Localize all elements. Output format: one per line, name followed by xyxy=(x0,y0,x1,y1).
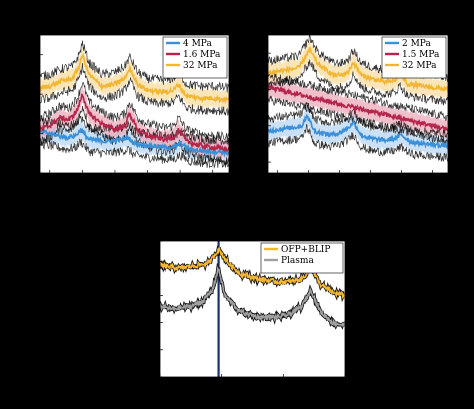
y-tick-label: 35 xyxy=(25,129,37,140)
series-envelope xyxy=(40,81,229,142)
y-axis-title: Voltage spectrum [dB re 1mV] xyxy=(129,232,140,387)
legend-label: 4 MPa xyxy=(183,39,212,49)
series-envelope xyxy=(268,59,448,106)
legend-label: 1.5 MPa xyxy=(402,50,440,60)
x-axis-title: Frequency [MHz] xyxy=(208,394,297,405)
x-axis-title: Frequency [MHz] xyxy=(313,190,402,201)
legend-label: 32 MPa xyxy=(183,61,218,71)
series-envelope xyxy=(268,123,448,162)
x-tick-label: 6 xyxy=(219,380,225,391)
series-envelope xyxy=(268,95,448,145)
legend-label: 2 MPa xyxy=(402,39,431,49)
x-tick-label: 7 xyxy=(112,176,118,187)
x-axis-title: Frequency [MHz] xyxy=(90,190,179,201)
y-tick-label: 50 xyxy=(145,291,157,302)
legend-label: Plasma xyxy=(281,256,314,266)
y-axis-title: Voltage spectrum [dB re 1mV] xyxy=(6,27,17,182)
x-tick-label: 5 xyxy=(47,176,53,187)
series-line-32-mpa xyxy=(268,47,448,92)
chart-panel-1: 5 6 7 8 9 10 25 35 45 55 Frequency [MHz] Voltage sp… xyxy=(6,27,230,201)
x-tick-label: 6 xyxy=(305,176,311,187)
axes-frame xyxy=(39,34,230,174)
x-tick-label: 8 xyxy=(145,176,151,187)
series-line-4-mpa xyxy=(40,126,229,158)
y-tick-label: 40 xyxy=(145,345,157,356)
x-tick-label: 8 xyxy=(367,176,373,187)
series-envelope xyxy=(40,40,229,93)
x-tick-label: 6 xyxy=(79,176,85,187)
x-tick-label: 5 xyxy=(274,176,280,187)
y-tick-label: 40 xyxy=(253,121,265,132)
x-tick-label: 9 xyxy=(177,176,183,187)
axes-frame xyxy=(267,34,449,174)
x-tick-label: 7 xyxy=(336,176,342,187)
series-envelope xyxy=(40,137,229,169)
y-tick-label: 60 xyxy=(145,237,157,248)
series-line-plasma xyxy=(160,265,345,328)
series-line-ofp-blip xyxy=(160,247,345,300)
x-tick-label: 9 xyxy=(398,176,404,187)
series-envelope xyxy=(40,105,229,166)
x-tick-label: 8 xyxy=(342,380,348,391)
legend-label: 1.6 MPa xyxy=(183,50,221,60)
y-axis-title: Voltage spectrum [dB re 1mV] xyxy=(237,27,248,182)
series-envelope xyxy=(40,115,229,146)
legend-label: 32 MPa xyxy=(402,61,437,71)
x-tick-label: 10 xyxy=(207,176,219,187)
y-tick-label: 30 xyxy=(253,158,265,169)
y-tick-label: 60 xyxy=(253,49,265,60)
series-line-1-6-mpa xyxy=(40,93,229,154)
series-envelope xyxy=(268,73,448,121)
legend-label: OFP+BLIP xyxy=(281,245,330,255)
axes-frame xyxy=(159,240,346,378)
y-tick-label: 55 xyxy=(25,50,37,61)
x-tick-label: 10 xyxy=(426,176,438,187)
y-tick-label: 45 xyxy=(145,318,157,329)
x-tick-label: 7 xyxy=(280,380,286,391)
y-tick-label: 55 xyxy=(145,264,157,275)
x-tick-label: 5 xyxy=(157,380,163,391)
y-tick-label: 35 xyxy=(145,373,157,384)
series-line-1-5-mpa xyxy=(268,84,448,132)
chart-panel-2: 5 6 7 8 9 10 30 40 50 60 Frequency [MHz] Voltage sp… xyxy=(237,27,449,201)
series-line-2-mpa xyxy=(268,113,448,150)
chart-panel-3: 5 6 7 8 35 40 45 50 55 60 Frequency [MHz] Voltage s… xyxy=(129,232,348,405)
y-tick-label: 45 xyxy=(25,90,37,101)
series-envelope xyxy=(40,63,229,116)
series-line-32-mpa xyxy=(40,52,229,105)
y-tick-label: 50 xyxy=(253,85,265,96)
y-tick-label: 25 xyxy=(25,169,37,180)
